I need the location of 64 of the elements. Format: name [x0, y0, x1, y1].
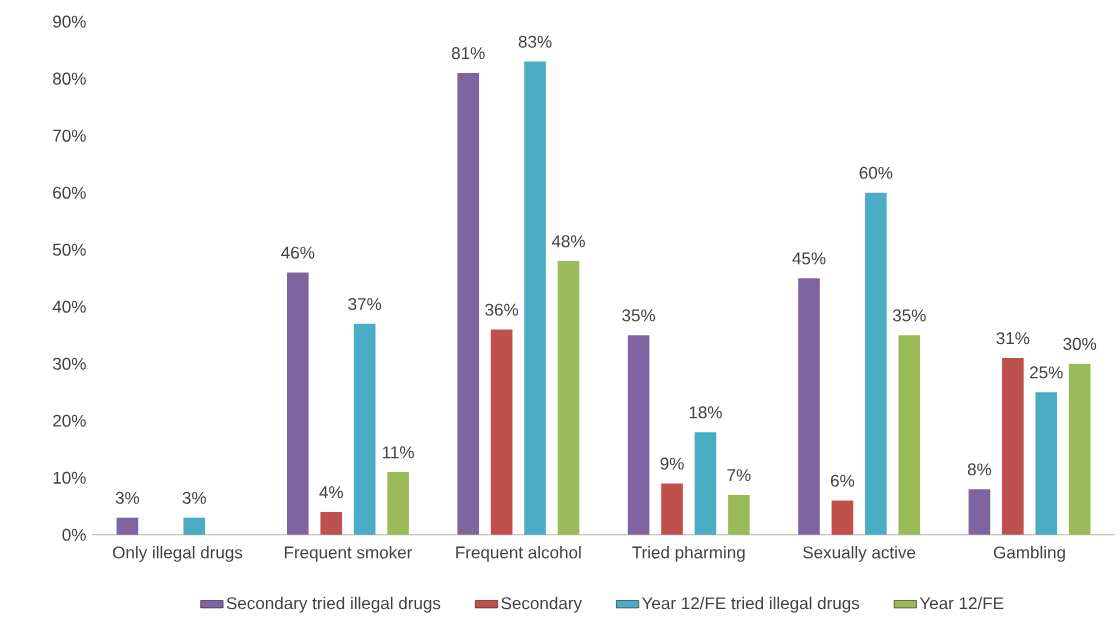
y-tick-label: 80% [53, 72, 86, 85]
bar [694, 432, 717, 535]
data-label: 6% [830, 474, 855, 487]
legend-label: Secondary tried illegal drugs [226, 596, 441, 613]
x-tick-label: Gambling [993, 545, 1065, 562]
bar [728, 494, 750, 535]
bar [490, 329, 513, 535]
bar [457, 72, 480, 535]
bar [286, 272, 309, 535]
x-tick-label: Tried pharming [632, 545, 745, 562]
data-label: 30% [1063, 337, 1097, 350]
data-label: 83% [518, 35, 552, 48]
bar [661, 483, 683, 535]
y-tick-label: 50% [52, 243, 86, 256]
data-label: 11% [382, 446, 414, 459]
y-tick-label: 0% [62, 528, 86, 541]
bar [183, 517, 206, 535]
data-label: 37% [348, 297, 382, 310]
data-label: 3% [182, 491, 206, 504]
data-label: 36% [485, 303, 519, 316]
data-label: 81% [451, 46, 485, 60]
bar [320, 511, 343, 535]
y-tick-label: 90% [53, 15, 86, 28]
bar [865, 192, 887, 535]
bar [1002, 357, 1024, 535]
legend-label: Year 12/FE [919, 596, 1004, 610]
bar [898, 335, 921, 535]
data-label: 18% [689, 406, 722, 419]
bar [353, 323, 376, 535]
y-tick-label: 40% [52, 300, 86, 313]
data-label: 35% [622, 309, 656, 322]
legend-label: Year 12/FE tried illegal drugs [642, 596, 860, 613]
y-tick-label: 20% [53, 414, 86, 427]
data-label: 8% [967, 463, 992, 476]
bar [387, 471, 409, 535]
x-tick-label: Only illegal drugs [112, 545, 243, 562]
x-tick-label: Frequent alcohol [456, 545, 581, 562]
data-label: 9% [660, 457, 684, 470]
bar [831, 500, 854, 535]
data-label: 3% [115, 491, 140, 504]
bar [116, 517, 139, 535]
data-label: 45% [792, 252, 826, 265]
y-tick-label: 10% [53, 471, 86, 484]
data-label: 35% [892, 309, 926, 322]
bar [557, 261, 580, 535]
data-label: 25% [1030, 366, 1063, 379]
data-label: 7% [727, 469, 751, 481]
y-tick-label: 60% [53, 186, 86, 199]
data-label: 48% [551, 235, 585, 248]
x-tick-label: Sexually active [803, 545, 916, 562]
data-label: 4% [319, 486, 343, 499]
x-tick-label: Frequent smoker [284, 545, 413, 562]
bar [968, 489, 991, 535]
y-tick-label: 70% [53, 129, 86, 142]
legend-label: Secondary [501, 596, 582, 613]
y-tick-label: 30% [52, 357, 86, 370]
bar [1068, 363, 1091, 535]
data-label: 46% [281, 246, 315, 259]
bar [798, 278, 820, 535]
bar [627, 335, 650, 535]
bar [524, 61, 546, 535]
data-label: 31% [996, 332, 1030, 345]
bar [1035, 392, 1058, 535]
data-label: 60% [859, 166, 893, 179]
